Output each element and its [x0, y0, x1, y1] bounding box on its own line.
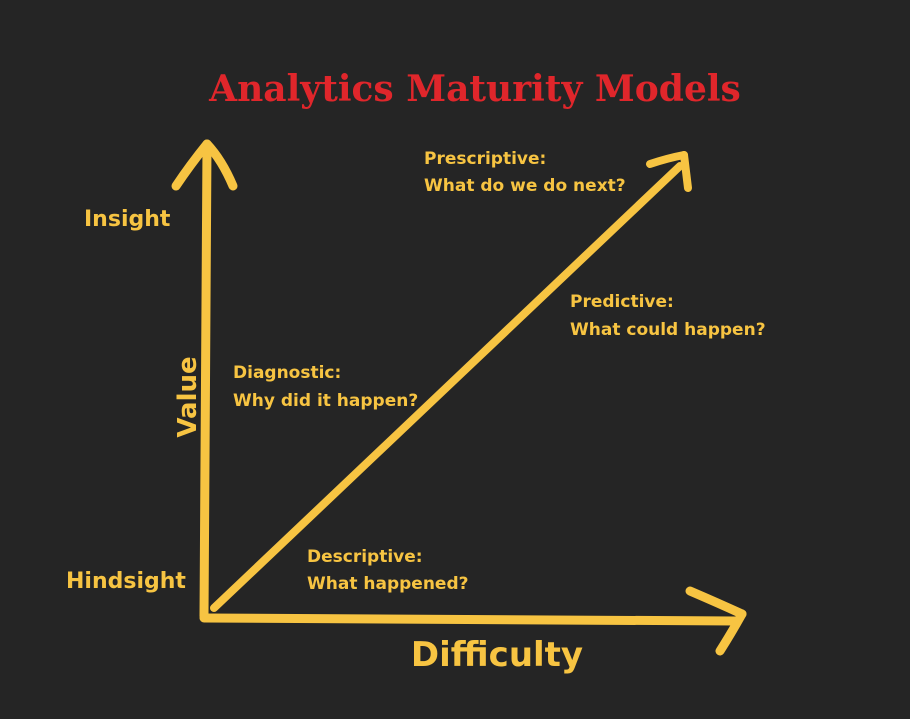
y-axis-bottom-label: Hindsight: [66, 569, 186, 594]
stage-descriptive: Descriptive: What happened?: [307, 547, 468, 594]
stage-predictive: Predictive: What could happen?: [570, 292, 766, 340]
x-axis-arrow: [199, 586, 747, 656]
stage-prescriptive: Prescriptive: What do we do next?: [424, 149, 626, 196]
stage-descriptive-name: Descriptive:: [307, 547, 423, 567]
stage-prescriptive-question: What do we do next?: [424, 176, 626, 196]
stage-diagnostic: Diagnostic: Why did it happen?: [233, 363, 418, 411]
y-axis-label: Value: [173, 356, 203, 437]
stage-descriptive-question: What happened?: [307, 574, 468, 594]
stage-predictive-name: Predictive:: [570, 292, 674, 312]
stage-diagnostic-name: Diagnostic:: [233, 363, 341, 383]
stage-diagnostic-question: Why did it happen?: [233, 391, 418, 411]
y-axis-arrow: [171, 139, 238, 621]
stage-predictive-question: What could happen?: [570, 320, 766, 340]
diagram-title: Analytics Maturity Models: [208, 68, 741, 110]
maturity-diagonal-arrow: [210, 151, 692, 612]
x-axis-label: Difficulty: [411, 635, 583, 675]
y-axis-top-label: Insight: [84, 207, 171, 232]
stage-prescriptive-name: Prescriptive:: [424, 149, 546, 169]
